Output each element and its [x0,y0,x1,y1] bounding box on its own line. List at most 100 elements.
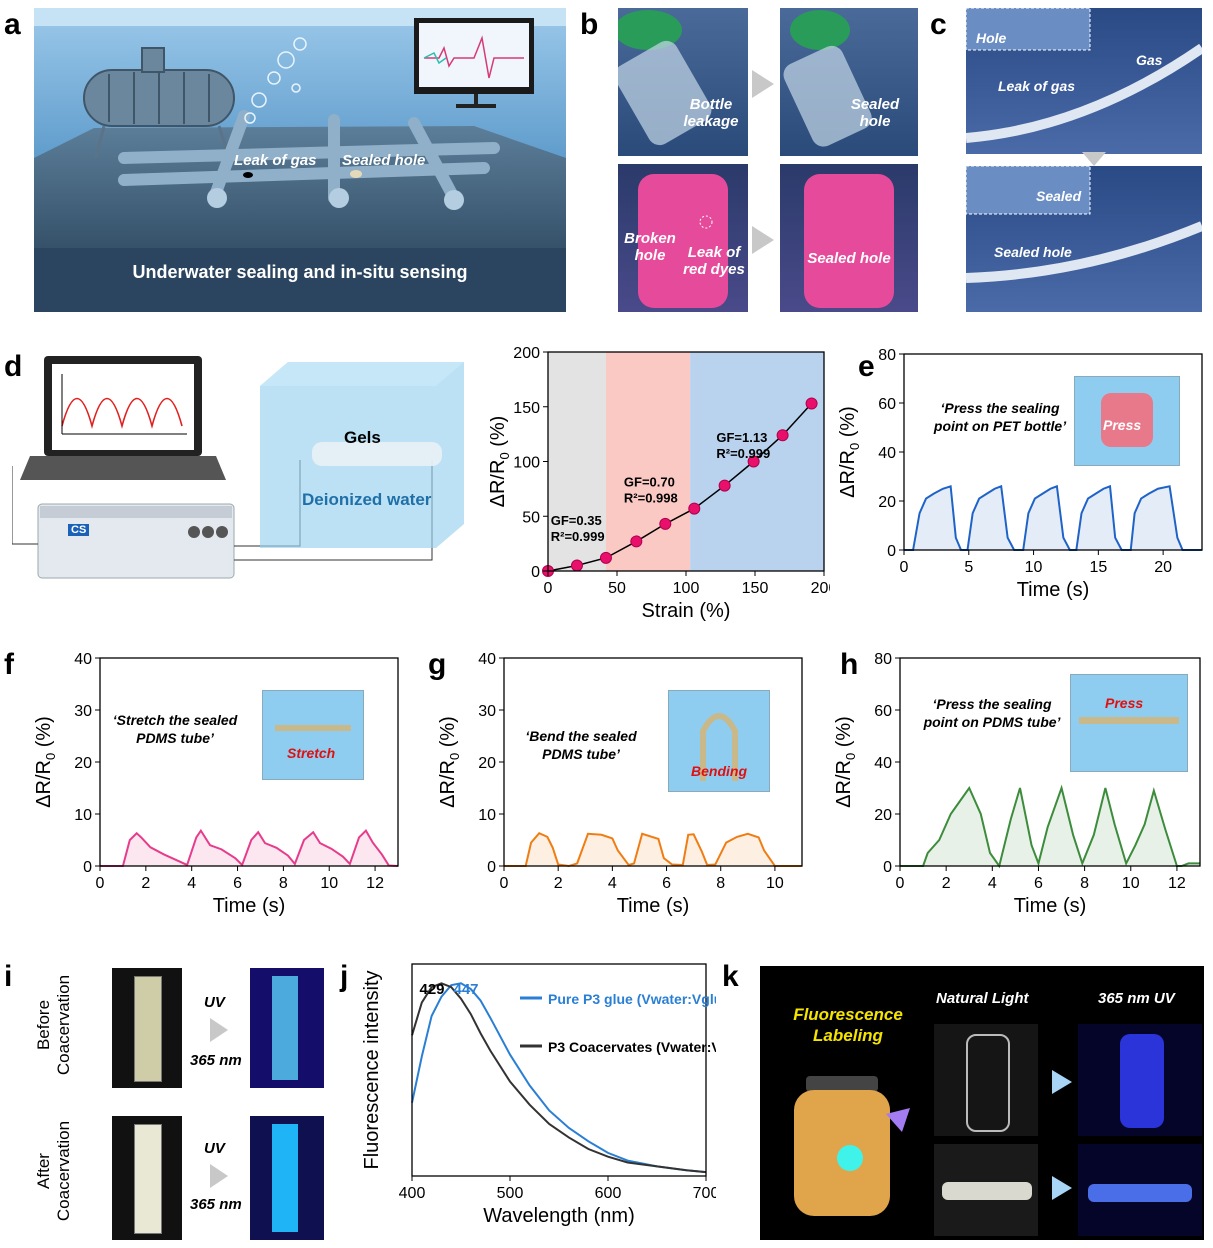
panel-e-inset: Press [1074,376,1180,466]
panel-i-photo-4 [250,1116,324,1240]
panel-k-photo-bottle-uv [1078,1024,1202,1136]
y-tick-label: 40 [874,755,892,772]
panel-c-sealed: Sealed [1036,188,1082,204]
panel-c-photo-top: Hole Gas Leak of gas [966,8,1202,154]
x-tick-label: 6 [1034,875,1043,892]
panel-label-i: i [4,960,13,993]
panel-b-photo-3: Broken hole Leak of red dyes [618,164,748,312]
y-axis-label: ΔR/R0 (%) [833,716,858,808]
y-tick-label: 0 [487,859,496,876]
series-line [100,828,399,867]
panel-label-g: g [428,648,447,681]
data-point [805,397,818,410]
panel-a-illustration: Leak of gas Sealed hole Underwater seali… [34,8,566,312]
x-tick-label: 10 [1025,559,1043,576]
y-tick-label: 10 [74,807,92,824]
x-tick-label: 500 [497,1185,524,1202]
x-tick-label: 0 [896,875,905,892]
arrow-b-bottom [752,226,774,254]
panel-k-title: Fluorescence Labeling [793,1005,903,1046]
panel-c-gas: Gas [1136,52,1163,68]
panel-h-inset-label: Press [1105,695,1144,711]
panel-c-hole: Hole [976,30,1007,46]
x-tick-label: 2 [141,875,150,892]
panel-a-sealed-label: Sealed hole [342,152,426,169]
panel-label-d: d [4,350,23,383]
y-tick-label: 20 [878,494,896,511]
strain-region-0 [548,352,606,571]
arrow-i-2 [210,1164,228,1188]
x-tick-label: 2 [942,875,951,892]
peak-label-0: 429 [419,981,444,998]
legend-entry-1: P3 Coacervates (Vwater:Vglue=2.5) [548,1039,716,1055]
x-axis-label: Wavelength (nm) [483,1205,635,1227]
series-line [904,484,1202,551]
arrow-b-top [752,70,774,98]
x-tick-label: 20 [1154,559,1172,576]
x-tick-label: 0 [544,580,553,597]
chart-e: 0 5 10 15 20 0 20 40 60 80 Time (s) ΔR/R0 (%) [837,347,1203,601]
x-tick-label: 0 [96,875,105,892]
y-tick-label: 0 [83,859,92,876]
x-tick-label: 50 [608,580,626,597]
y-tick-label: 20 [874,807,892,824]
panel-h-inset: Press [1070,674,1188,772]
panel-b-sealed-hole: Sealed hole [850,96,900,131]
y-tick-label: 30 [478,703,496,720]
series-line [504,832,802,868]
data-point [630,535,643,548]
data-point [659,517,672,530]
x-tick-label: 8 [716,875,725,892]
data-point [570,559,583,572]
panel-k-photo-tube-uv [1078,1144,1202,1236]
panel-d-brand: CS [68,524,90,536]
peak-label-1: 447 [453,981,478,998]
x-tick-label: 0 [900,559,909,576]
x-tick-label: 12 [366,875,384,892]
panel-i-photo-2 [250,968,324,1088]
x-tick-label: 400 [399,1185,426,1202]
panel-f-caption: ‘Stretch the sealed PDMS tube’ [112,712,238,746]
y-tick-label: 150 [513,400,540,417]
series-line [900,784,1200,869]
panel-k-natural: Natural Light [936,990,1029,1007]
y-axis-label: Fluorescence intensity [361,971,383,1170]
panel-f-inset: Stretch [262,690,364,780]
panel-k-uv: 365 nm UV [1098,990,1175,1007]
panel-f-inset-label: Stretch [287,745,336,761]
x-axis-label: Strain (%) [642,600,731,622]
y-axis-label: ΔR/R0 (%) [490,416,512,508]
x-tick-label: 15 [1089,559,1107,576]
chart-j: 400 500 600 700 Wavelength (nm) Fluorescence … [361,963,716,1227]
panel-b-photo-2: Sealed hole [780,8,918,156]
panel-i-nm-2: 365 nm [190,1196,242,1213]
arrow-i-1 [210,1018,228,1042]
data-point [718,479,731,492]
r2-annotation-2: R²=0.999 [716,446,770,461]
y-tick-label: 20 [478,755,496,772]
fit-curve [547,402,813,572]
x-tick-label: 10 [320,875,338,892]
y-tick-label: 60 [874,703,892,720]
panel-g-caption: ‘Bend the sealed PDMS tube’ [525,728,637,762]
x-tick-label: 2 [554,875,563,892]
panel-label-f: f [4,648,14,681]
chart-g: 0 2 4 6 8 10 0 10 20 30 40 Time (s) ΔR/R0 (%) [437,651,803,917]
x-tick-label: 150 [742,580,769,597]
x-axis-label: Time (s) [1014,895,1087,917]
panel-d-gels: Gels [344,428,381,447]
x-tick-label: 5 [964,559,973,576]
data-point [688,502,701,515]
data-point [776,429,789,442]
panel-label-e: e [858,350,875,383]
panel-k-photo-bottle-natural [934,1024,1038,1136]
x-tick-label: 0 [500,875,509,892]
y-tick-label: 40 [878,445,896,462]
series-area-fill [900,788,1200,866]
panel-c-leak-of-gas: Leak of gas [998,78,1076,94]
x-tick-label: 200 [811,580,830,597]
plot-frame [411,963,707,1177]
panel-a-caption: Underwater sealing and in-situ sensing [132,262,468,282]
x-tick-label: 4 [187,875,196,892]
panel-e-caption: ‘Press the sealing point on PET bottle’ [933,400,1067,434]
